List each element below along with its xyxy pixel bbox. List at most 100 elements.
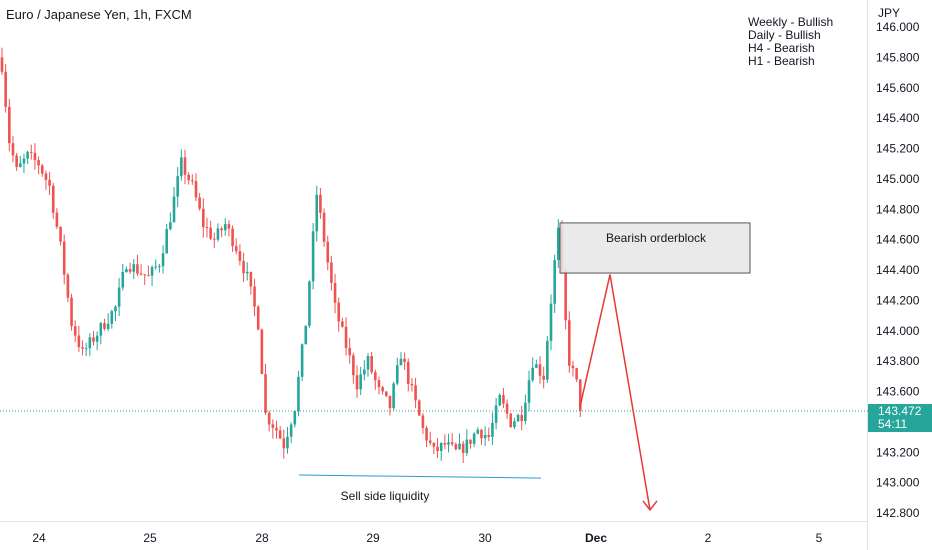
candle-down: [187, 174, 190, 181]
candle-down: [278, 430, 282, 439]
price-tick-label: 145.400: [876, 111, 920, 125]
candle-down: [330, 262, 333, 283]
candle-down: [374, 372, 377, 381]
bias-h4: H4 - Bearish: [748, 41, 815, 55]
candle-up: [439, 443, 443, 451]
candle-down: [4, 71, 7, 107]
candle-down: [571, 365, 575, 369]
price-tick-label: 145.800: [876, 50, 920, 64]
candle-up: [447, 442, 450, 445]
candle-up: [494, 405, 498, 423]
candle-up: [110, 311, 114, 324]
price-axis[interactable]: 146.000 145.800 145.600 145.400 145.200 145.0…: [876, 20, 920, 520]
price-tick-label: 143.200: [876, 445, 920, 459]
price-tick-label: 143.000: [876, 476, 920, 490]
candle-down: [128, 269, 132, 272]
candle-up: [114, 306, 117, 312]
candle-up: [180, 157, 183, 177]
price-tick-label: 144.200: [876, 293, 920, 307]
candle-down: [414, 385, 417, 401]
projection-arrow-path[interactable]: [579, 274, 651, 511]
candle-down: [227, 224, 231, 229]
candle-up: [293, 411, 297, 425]
candle-down: [59, 226, 62, 242]
candle-down: [509, 413, 513, 428]
candle-up: [472, 433, 476, 444]
candle-up: [491, 422, 494, 437]
time-axis[interactable]: 24 25 28 29 30 Dec 2 5: [32, 531, 822, 545]
candle-up: [26, 151, 29, 159]
price-tick-label: 145.200: [876, 142, 920, 156]
candle-down: [377, 380, 381, 388]
candle-down: [432, 442, 436, 447]
sell-side-liquidity-line[interactable]: [298, 474, 542, 479]
candle-up: [216, 228, 220, 240]
candle-countdown: 54:11: [878, 417, 908, 431]
candle-down: [480, 429, 483, 439]
candle-down: [469, 439, 472, 444]
candle-down: [73, 326, 77, 336]
candle-up: [315, 194, 319, 232]
candle-up: [99, 323, 103, 336]
candle-up: [359, 374, 362, 390]
candle-up: [154, 266, 158, 268]
candle-down: [202, 208, 205, 228]
candle-up: [311, 231, 315, 282]
candle-up: [363, 369, 366, 375]
candle-up: [524, 402, 527, 422]
time-tick-label: 29: [366, 531, 380, 545]
candle-up: [392, 383, 395, 409]
candle-down: [388, 395, 392, 409]
candle-up: [22, 158, 26, 164]
currency-label: JPY: [878, 6, 900, 20]
candle-down: [542, 375, 545, 380]
candle-up: [527, 380, 531, 403]
time-tick-label: 25: [143, 531, 157, 545]
candle-down: [51, 185, 55, 213]
candle-up: [172, 196, 176, 223]
price-tick-label: 144.000: [876, 324, 920, 338]
candle-up: [553, 259, 556, 304]
bearish-orderblock-box[interactable]: [559, 222, 751, 274]
candlestick-series: [0, 47, 582, 463]
candle-up: [165, 229, 168, 254]
candle-down: [282, 438, 286, 449]
candle-up: [150, 267, 154, 276]
candle-down: [11, 143, 15, 156]
candle-up: [286, 436, 289, 449]
candle-up: [95, 335, 99, 342]
candle-up: [546, 340, 549, 380]
candle-down: [410, 383, 414, 386]
candle-down: [505, 403, 509, 414]
candle-up: [498, 394, 502, 406]
candle-up: [289, 424, 293, 437]
candle-down: [417, 400, 421, 416]
chart-title: Euro / Japanese Yen, 1h, FXCM: [6, 7, 192, 22]
candle-up: [169, 222, 172, 230]
time-tick-label: 30: [478, 531, 492, 545]
candle-up: [557, 227, 560, 260]
candle-down: [564, 271, 567, 321]
candle-down: [260, 329, 264, 375]
candle-up: [304, 325, 308, 345]
candle-down: [333, 282, 337, 303]
price-tick-label: 144.400: [876, 263, 920, 277]
candle-up: [223, 224, 227, 231]
price-tick-label: 144.600: [876, 233, 920, 247]
candle-down: [37, 160, 40, 166]
candle-down: [66, 274, 70, 298]
candle-down: [538, 364, 542, 376]
candle-down: [502, 394, 505, 404]
candle-down: [234, 246, 238, 252]
candle-up: [84, 348, 88, 350]
candle-down: [264, 374, 267, 413]
candle-down: [143, 274, 147, 276]
candle-up: [125, 269, 128, 273]
candle-down: [198, 197, 201, 209]
candle-up: [297, 376, 300, 412]
candle-down: [205, 227, 209, 229]
candle-down: [326, 241, 330, 263]
candle-down: [344, 326, 348, 349]
candle-up: [513, 421, 516, 428]
